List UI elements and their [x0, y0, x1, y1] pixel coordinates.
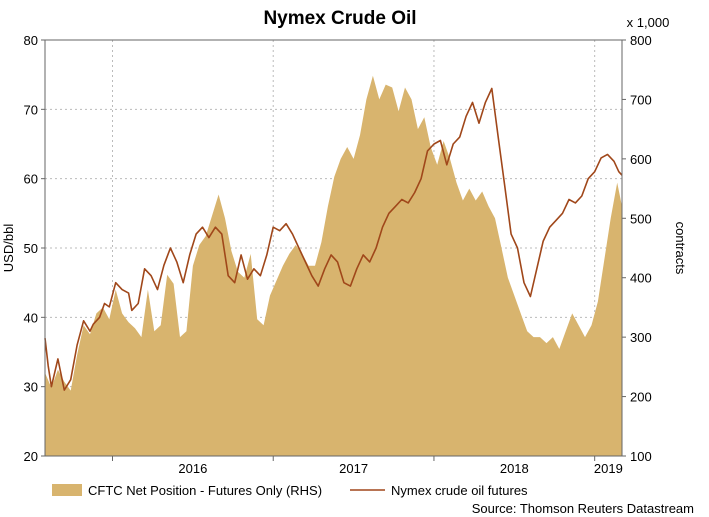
right-tick-label-4: 500 [630, 211, 652, 226]
chart-title: Nymex Crude Oil [263, 8, 416, 29]
x-tick-label-2019: 2019 [594, 461, 623, 476]
line-series-layer [44, 87, 623, 391]
right-tick-label-7: 800 [630, 33, 652, 48]
right-tick-label-1: 200 [630, 390, 652, 405]
left-tick-label-0: 20 [24, 449, 38, 464]
legend: CFTC Net Position - Futures Only (RHS) N… [52, 483, 528, 498]
legend-label-nymex: Nymex crude oil futures [391, 483, 528, 498]
left-tick-label-5: 70 [24, 102, 38, 117]
left-axis-ticks: 20 30 40 50 60 70 80 [24, 33, 45, 464]
legend-label-cftc: CFTC Net Position - Futures Only (RHS) [88, 483, 322, 498]
left-tick-label-1: 30 [24, 380, 38, 395]
right-tick-label-6: 700 [630, 92, 652, 107]
left-axis-label: USD/bbl [1, 224, 16, 273]
right-tick-label-5: 600 [630, 152, 652, 167]
right-tick-label-3: 400 [630, 271, 652, 286]
x-axis-ticks: 2016 2017 2018 2019 [112, 456, 623, 476]
right-tick-label-2: 300 [630, 330, 652, 345]
left-tick-label-2: 40 [24, 310, 38, 325]
nymex-line-series [44, 87, 623, 391]
x-tick-label-2016: 2016 [178, 461, 207, 476]
left-tick-label-3: 50 [24, 241, 38, 256]
right-axis-unit-note: x 1,000 [627, 15, 670, 30]
right-tick-label-0: 100 [630, 449, 652, 464]
cftc-area-series [45, 75, 622, 456]
right-axis-ticks: 100 200 300 400 500 600 700 800 [622, 33, 652, 464]
left-tick-label-4: 60 [24, 172, 38, 187]
source-note: Source: Thomson Reuters Datastream [472, 501, 694, 516]
legend-swatch-cftc [52, 484, 82, 496]
x-tick-label-2018: 2018 [500, 461, 529, 476]
area-series-layer [45, 75, 622, 456]
left-tick-label-6: 80 [24, 33, 38, 48]
right-axis-label: contracts [673, 222, 688, 275]
x-tick-label-2017: 2017 [339, 461, 368, 476]
